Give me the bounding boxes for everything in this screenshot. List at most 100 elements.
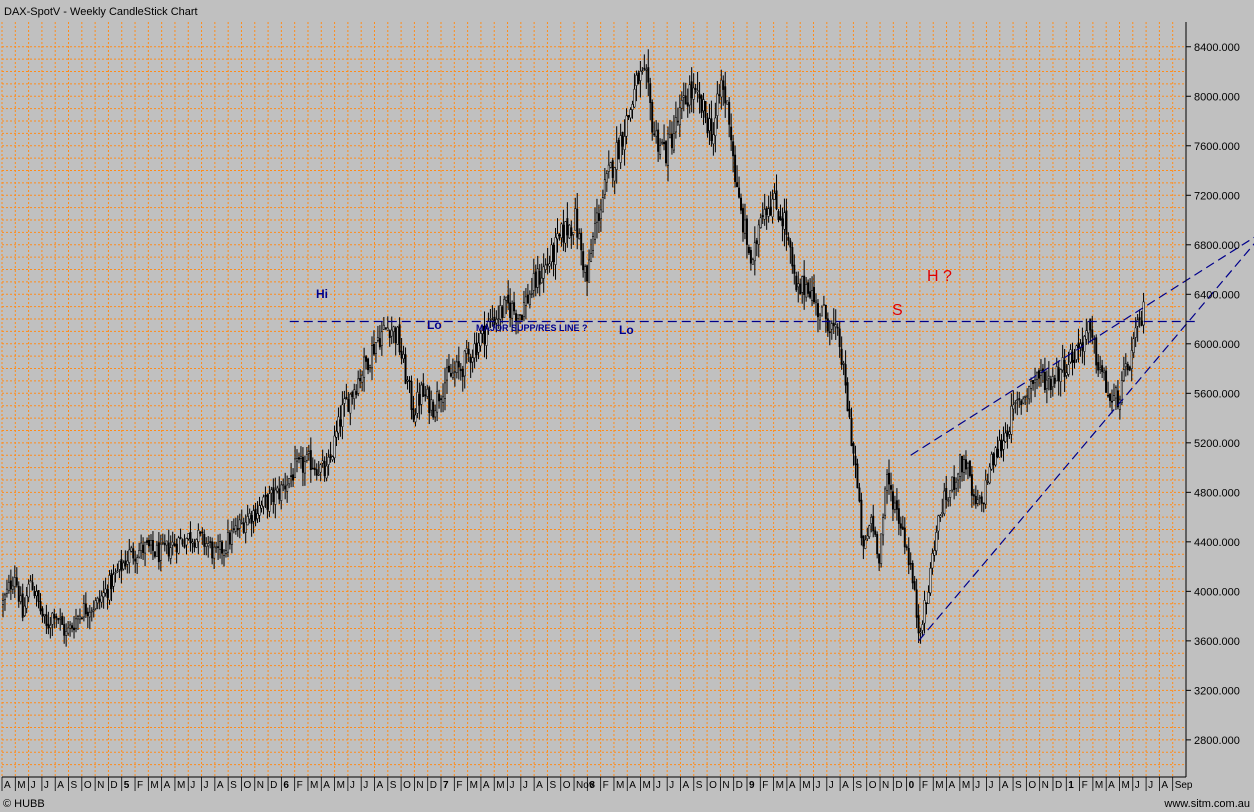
candle-body (167, 542, 170, 557)
candle (183, 534, 186, 549)
candle-body (647, 67, 650, 83)
candle-body (1030, 381, 1033, 389)
candle-body (842, 362, 845, 365)
x-tick-label: A (1161, 780, 1168, 791)
candle (895, 488, 898, 521)
candle (1020, 399, 1023, 415)
candle-body (528, 293, 531, 306)
candle-body (755, 240, 758, 244)
candle (978, 494, 981, 506)
candle (388, 329, 391, 347)
y-tick-label: 3600.000 (1194, 636, 1240, 648)
candle (801, 275, 804, 304)
candle (185, 537, 188, 555)
candle (252, 504, 255, 534)
candle-body (430, 399, 433, 411)
candle (197, 523, 200, 555)
candle (372, 330, 375, 356)
candle-body (872, 515, 875, 532)
candle-body (321, 460, 324, 464)
candle (35, 584, 38, 607)
candle-body (331, 456, 334, 461)
candle-body (749, 249, 752, 264)
candle (374, 342, 377, 363)
candle (359, 369, 362, 389)
candle (53, 608, 56, 629)
candle (674, 101, 677, 139)
candle (329, 441, 332, 463)
candle (599, 199, 602, 232)
candle (270, 486, 273, 505)
candle (402, 345, 405, 363)
candle-body (254, 508, 257, 521)
candle-body (1034, 379, 1037, 384)
candle (278, 476, 281, 505)
candle (593, 207, 596, 244)
candle (1034, 367, 1037, 398)
candle (665, 140, 668, 167)
candle (19, 586, 22, 605)
candle-body (1126, 363, 1129, 371)
candle (645, 64, 648, 89)
candle (586, 264, 589, 297)
candle-body (998, 440, 1001, 458)
x-tick-label: M (776, 780, 784, 791)
candle (1140, 310, 1143, 327)
candle-body (256, 513, 259, 519)
candle-body (116, 570, 119, 573)
candle (363, 347, 366, 392)
candle (526, 283, 529, 305)
candle (1124, 353, 1127, 377)
annotation-lo-2: Lo (619, 323, 634, 337)
candle-body (803, 275, 806, 295)
candle (250, 510, 253, 537)
candle (570, 220, 573, 249)
candle (43, 613, 46, 624)
y-tick-label: 4000.000 (1194, 586, 1240, 598)
candle (69, 621, 72, 637)
candle-body (69, 624, 72, 629)
candle-body (1073, 359, 1076, 363)
candle-body (653, 133, 656, 136)
candle (951, 476, 954, 493)
candle-body (191, 541, 194, 544)
candle (613, 166, 616, 195)
candle (128, 538, 131, 574)
candle-body (897, 508, 900, 524)
candle-body (1136, 319, 1139, 327)
candle-body (913, 581, 916, 590)
candle (75, 608, 77, 633)
x-tick-label: M (1095, 780, 1103, 791)
candle (657, 122, 660, 162)
candle (311, 457, 314, 470)
candle-body (487, 320, 490, 329)
candle (412, 395, 415, 423)
candle (584, 264, 587, 282)
candle-body (404, 354, 407, 384)
candle-body (400, 350, 403, 359)
candle (517, 314, 520, 334)
candle-body (207, 543, 210, 547)
candle-body (110, 573, 113, 590)
candle-body (96, 597, 99, 604)
candle (550, 238, 553, 270)
candle-body (284, 485, 287, 490)
candle (426, 384, 429, 399)
candle-body (1049, 378, 1052, 390)
candle (169, 535, 172, 565)
candle-body (345, 396, 348, 400)
candle (718, 84, 721, 104)
candle (726, 100, 729, 105)
candle (221, 540, 224, 565)
candle-body (88, 612, 91, 618)
candle (136, 554, 139, 574)
candle (272, 478, 275, 514)
candle-body (73, 627, 76, 631)
candle (546, 247, 549, 275)
candle-body (990, 453, 993, 470)
candle (826, 312, 829, 337)
x-tick-label: O (1028, 780, 1036, 791)
candle (404, 347, 407, 385)
candle (15, 567, 18, 588)
candle-body (935, 531, 938, 552)
